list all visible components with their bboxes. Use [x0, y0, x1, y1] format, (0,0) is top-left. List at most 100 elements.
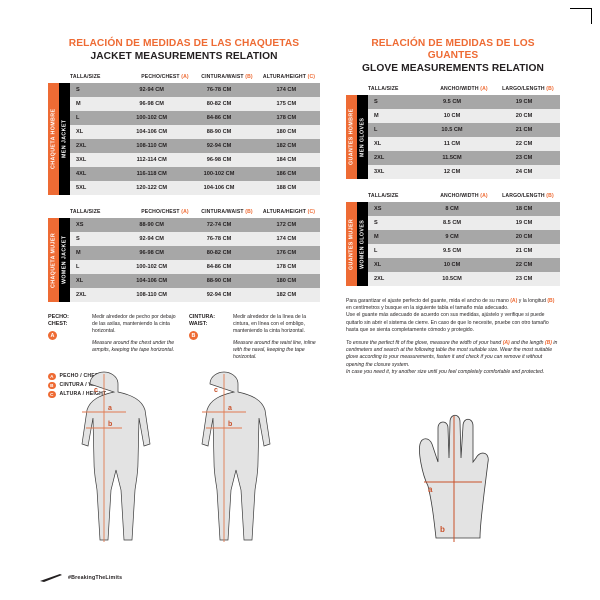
waist-letter: (B) [245, 74, 253, 80]
cell-chest: 96-98 CM [139, 101, 164, 107]
cell-waist: 100-102 CM [203, 171, 235, 177]
women-gloves-table: TALLA/SIZE ANCHO/WIDTH (A) LARGO/LENGTH … [346, 193, 560, 286]
cell-height: 180 CM [276, 129, 297, 135]
body-figures-svg: a b c a b c [81, 371, 271, 542]
table-row: L 9.5 CM 21 CM [368, 244, 560, 258]
table-row: M 10 CM 20 CM [368, 109, 560, 123]
men-jacket-rows: S 92-94 CM 76-78 CM 174 CM M 96-98 CM 80-82 CM… [70, 83, 320, 195]
glove-measurement-figure: a b [392, 408, 542, 556]
table-row: 2XL 11.5CM 23 CM [368, 151, 560, 165]
women-jacket-body: CHAQUETA MUJER WOMEN JACKET XS 88-90 CM 72… [48, 218, 320, 302]
legend-label: PECHO / CHEST [59, 373, 102, 380]
jackets-title-en: JACKET MEASUREMENTS RELATION [90, 51, 278, 62]
cell-size: 3XL [76, 157, 87, 163]
table-row: M 9 CM 20 CM [368, 230, 560, 244]
cell-height: 184 CM [276, 157, 297, 163]
sidebar-label-en: WOMEN JACKET [59, 218, 70, 302]
men-jacket-header-row: TALLA/SIZE PECHO/CHEST (A) CINTURA/WAIST… [48, 74, 320, 83]
glove-instruction-paragraph: Para garantizar el ajuste perfecto del g… [346, 298, 560, 376]
height-letter: (C) [307, 209, 316, 215]
col-head-chest: PECHO/CHEST (A) [141, 74, 189, 80]
table-row: XS 8 CM 18 CM [368, 202, 560, 216]
length-letter: (B) [546, 86, 554, 92]
gloves-title-en: GLOVE MEASUREMENTS RELATION [362, 63, 544, 74]
chest-text-es: Medir alrededor de pecho por debajo de l… [92, 314, 176, 335]
chest-badge-a: A [48, 331, 57, 340]
jackets-title-es: RELACIÓN DE MEDIDAS DE LAS CHAQUETAS [68, 38, 300, 49]
chest-instruction: PECHO: CHEST: A Medir alrededor de pecho… [48, 314, 179, 362]
cell-waist: 76-78 CM [206, 87, 232, 93]
men-gloves-table: TALLA/SIZE ANCHO/WIDTH (A) LARGO/LENGTH … [346, 86, 560, 179]
table-row: XL 104-106 CM 88-90 CM 180 CM [70, 125, 320, 139]
cell-chest: 96-98 CM [139, 250, 164, 256]
col-head-height: ALTURA/HEIGHT (C) [262, 74, 316, 80]
cell-size: XS [76, 222, 84, 228]
col-head-size: TALLA/SIZE [70, 209, 101, 215]
men-gloves-sidebar: GUANTES HOMBRE MEN GLOVES [346, 95, 368, 179]
cell-width: 9.5 CM [442, 248, 462, 254]
cell-chest: 92-94 CM [139, 87, 164, 93]
cell-length: 20 CM [515, 113, 533, 119]
legend-badge-b: B [48, 381, 56, 390]
cell-height: 180 CM [276, 278, 297, 284]
sidebar-label-es: GUANTES MUJER [346, 202, 357, 286]
cell-size: XL [374, 141, 382, 147]
waist-instruction-labels: CINTURA: WAIST: B [189, 314, 229, 362]
cell-length: 20 CM [515, 234, 533, 240]
glove-figure-svg: a b [419, 414, 489, 542]
cell-width: 11 CM [443, 141, 461, 147]
cell-size: S [76, 236, 80, 242]
cell-width: 9.5 CM [442, 99, 462, 105]
table-row: S 9.5 CM 19 CM [368, 95, 560, 109]
cell-waist: 104-106 CM [203, 185, 235, 191]
cell-waist: 88-90 CM [206, 129, 232, 135]
col-head-length: LARGO/LENGTH (B) [502, 86, 554, 92]
cell-length: 24 CM [515, 169, 533, 175]
chest-label-es: PECHO: [48, 314, 69, 320]
legend-item: A PECHO / CHEST [48, 372, 320, 381]
men-gloves-header-row: TALLA/SIZE ANCHO/WIDTH (A) LARGO/LENGTH … [346, 86, 560, 95]
length-letter: (B) [546, 193, 554, 199]
cell-waist: 92-94 CM [206, 292, 232, 298]
table-row: L 10.5 CM 21 CM [368, 123, 560, 137]
col-head-width: ANCHO/WIDTH (A) [440, 193, 488, 199]
glove-letter-a-es: (A) [510, 298, 518, 304]
table-row: M 96-98 CM 80-82 CM 176 CM [70, 246, 320, 260]
cell-chest: 100-102 CM [136, 264, 168, 270]
col-head-size: TALLA/SIZE [70, 74, 101, 80]
legend-badge-c: C [48, 390, 56, 399]
waist-text-es: Medir alrededor de la línea de la cintur… [233, 314, 307, 335]
table-row: S 92-94 CM 76-78 CM 174 CM [70, 232, 320, 246]
sidebar-label-es: GUANTES HOMBRE [346, 95, 357, 179]
cell-length: 22 CM [515, 141, 533, 147]
col-head-width: ANCHO/WIDTH (A) [440, 86, 488, 92]
footer-hashtag: #BreakingTheLimits [68, 575, 123, 581]
men-jacket-sidebar: CHAQUETA HOMBRE MEN JACKET [48, 83, 70, 195]
glove-letter-b-en: (B) [544, 340, 552, 347]
glove-text-es-1: Para garantizar el ajuste perfecto del g… [346, 298, 555, 312]
table-row: 2XL 108-110 CM 92-94 CM 182 CM [70, 139, 320, 153]
cell-waist: 72-74 CM [206, 222, 232, 228]
col-head-waist: CINTURA/WAIST (B) [201, 209, 253, 215]
women-jacket-sidebar: CHAQUETA MUJER WOMEN JACKET [48, 218, 70, 302]
legend-label: ALTURA / HEIGHT [59, 391, 107, 398]
cell-size: M [76, 101, 81, 107]
col-head-waist: CINTURA/WAIST (B) [201, 74, 253, 80]
cell-height: 182 CM [276, 143, 297, 149]
table-row: 3XL 112-114 CM 96-98 CM 184 CM [70, 153, 320, 167]
cell-height: 186 CM [276, 171, 297, 177]
cell-chest: 88-90 CM [139, 222, 164, 228]
cell-length: 22 CM [515, 262, 533, 268]
cell-size: XL [76, 278, 84, 284]
jackets-column: RELACIÓN DE MEDIDAS DE LAS CHAQUETAS JAC… [48, 0, 320, 400]
women-jacket-table: TALLA/SIZE PECHO/CHEST (A) CINTURA/WAIST… [48, 209, 320, 302]
cell-waist: 80-82 CM [206, 250, 232, 256]
cell-height: 175 CM [276, 101, 297, 107]
cell-width: 10 CM [443, 113, 461, 119]
figure-marker-c: c [94, 387, 98, 394]
cell-length: 23 CM [515, 276, 533, 282]
table-row: 3XL 12 CM 24 CM [368, 165, 560, 179]
cell-waist: 80-82 CM [206, 101, 232, 107]
cell-length: 19 CM [515, 99, 533, 105]
